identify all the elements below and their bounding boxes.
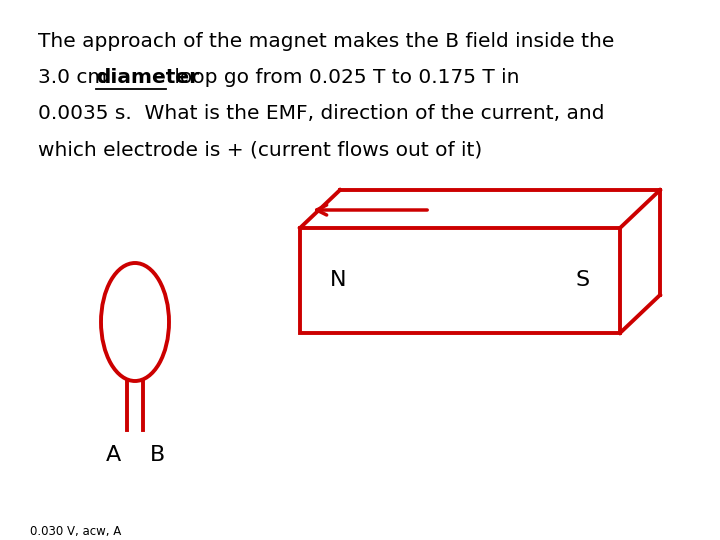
Text: A: A (105, 445, 121, 465)
Bar (300, 228, 620, 333)
Text: B: B (149, 445, 165, 465)
Text: loop go from 0.025 T to 0.175 T in: loop go from 0.025 T to 0.175 T in (168, 68, 519, 87)
Text: S: S (576, 271, 590, 291)
Text: 3.0 cm: 3.0 cm (38, 68, 114, 87)
Text: N: N (330, 271, 346, 291)
Text: 0.0035 s.  What is the EMF, direction of the current, and: 0.0035 s. What is the EMF, direction of … (38, 104, 605, 123)
Text: The approach of the magnet makes the B field inside the: The approach of the magnet makes the B f… (38, 32, 614, 51)
Text: which electrode is + (current flows out of it): which electrode is + (current flows out … (38, 140, 482, 159)
Text: 0.030 V, acw, A: 0.030 V, acw, A (30, 525, 121, 538)
Text: diameter: diameter (96, 68, 199, 87)
